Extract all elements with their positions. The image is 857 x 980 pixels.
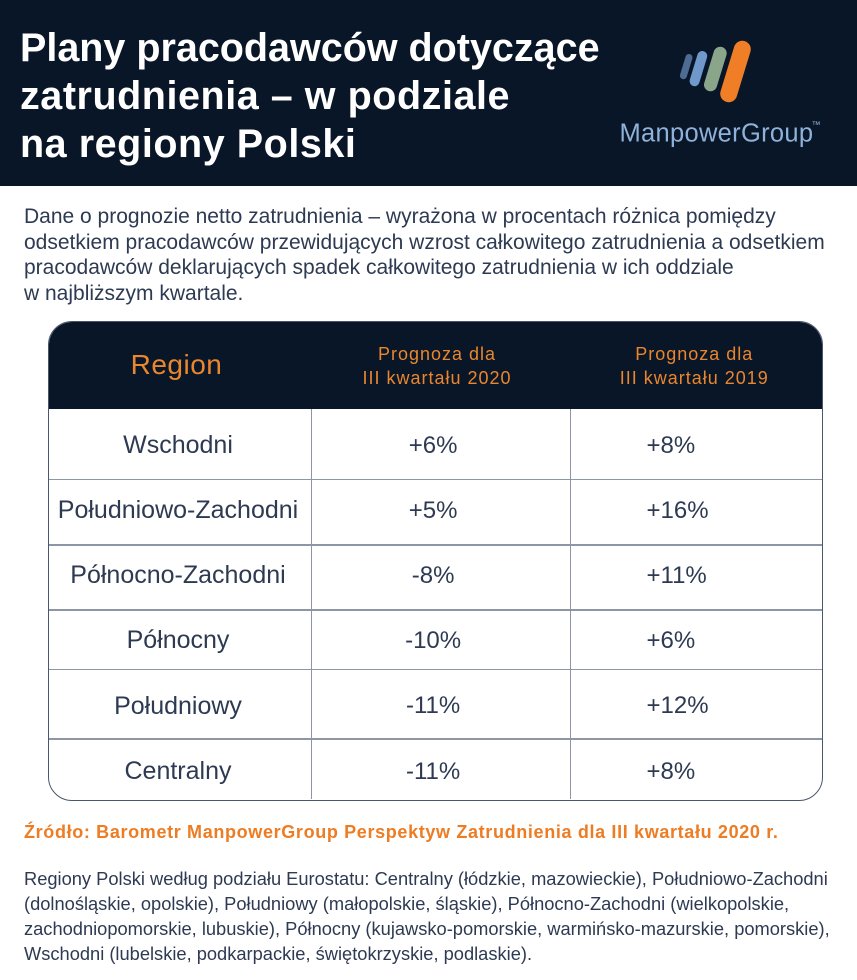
svg-text:ManpowerGroup: ManpowerGroup — [620, 120, 814, 148]
svg-text:™: ™ — [812, 120, 821, 130]
